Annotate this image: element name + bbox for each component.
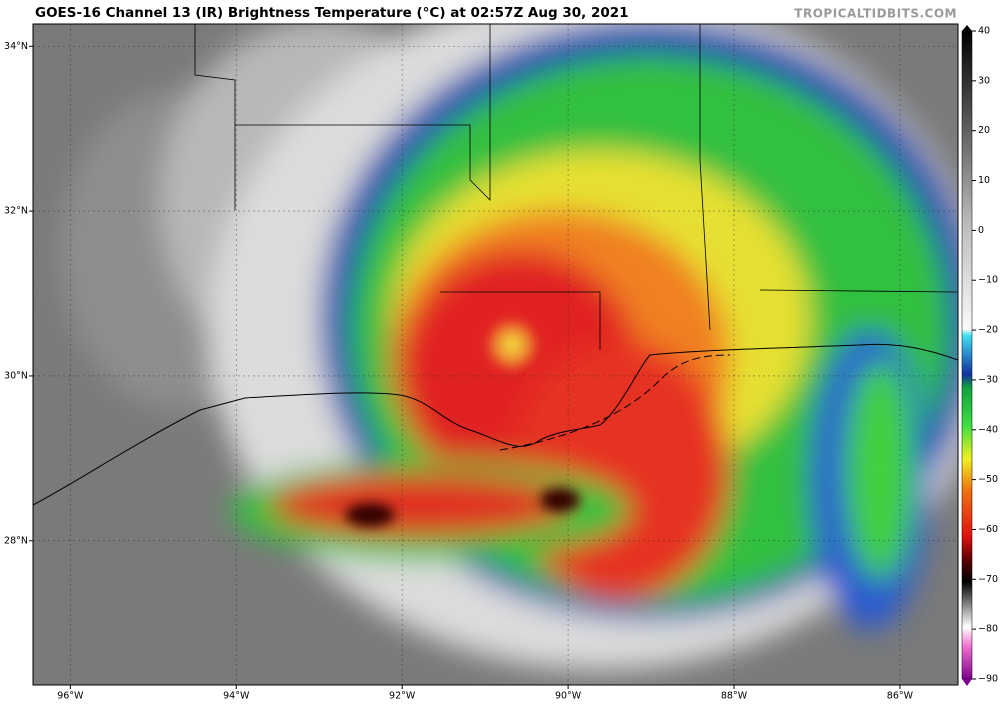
- map-frame: [32, 23, 959, 686]
- lat-label: 34°N: [4, 41, 28, 52]
- colorbar-tick-label: −40: [978, 424, 998, 435]
- lon-label: 94°W: [223, 691, 250, 702]
- colorbar-tick-label: −80: [978, 624, 998, 635]
- colorbar-tick-label: −70: [978, 574, 998, 585]
- lat-label: 30°N: [4, 370, 28, 381]
- colorbar-tick-label: 10: [978, 175, 990, 186]
- satellite-imagery: [33, 24, 958, 685]
- lon-label: 96°W: [57, 691, 84, 702]
- colorbar-bottom-arrow: [962, 679, 972, 686]
- colorbar: [961, 30, 973, 680]
- colorbar-tick-label: 0: [978, 225, 984, 236]
- colorbar-tick-label: −60: [978, 524, 998, 535]
- colorbar-tick-label: −20: [978, 325, 998, 336]
- colorbar-top-arrow: [962, 25, 972, 31]
- source-credit: TROPICALTIDBITS.COM: [794, 7, 957, 21]
- colorbar-tick-label: −50: [978, 474, 998, 485]
- colorbar-tick-label: −10: [978, 275, 998, 286]
- colorbar-tick-label: −30: [978, 374, 998, 385]
- colorbar-tick-label: −90: [978, 674, 998, 685]
- colorbar-tick-label: 40: [978, 26, 990, 37]
- lat-label: 28°N: [4, 535, 28, 546]
- lon-label: 86°W: [887, 691, 914, 702]
- lon-label: 90°W: [555, 691, 582, 702]
- colorbar-tick-label: 30: [978, 75, 990, 86]
- lon-label: 92°W: [389, 691, 416, 702]
- map-title: GOES-16 Channel 13 (IR) Brightness Tempe…: [35, 5, 629, 21]
- lat-label: 32°N: [4, 206, 28, 217]
- lon-label: 88°W: [721, 691, 748, 702]
- colorbar-tick-label: 20: [978, 125, 990, 136]
